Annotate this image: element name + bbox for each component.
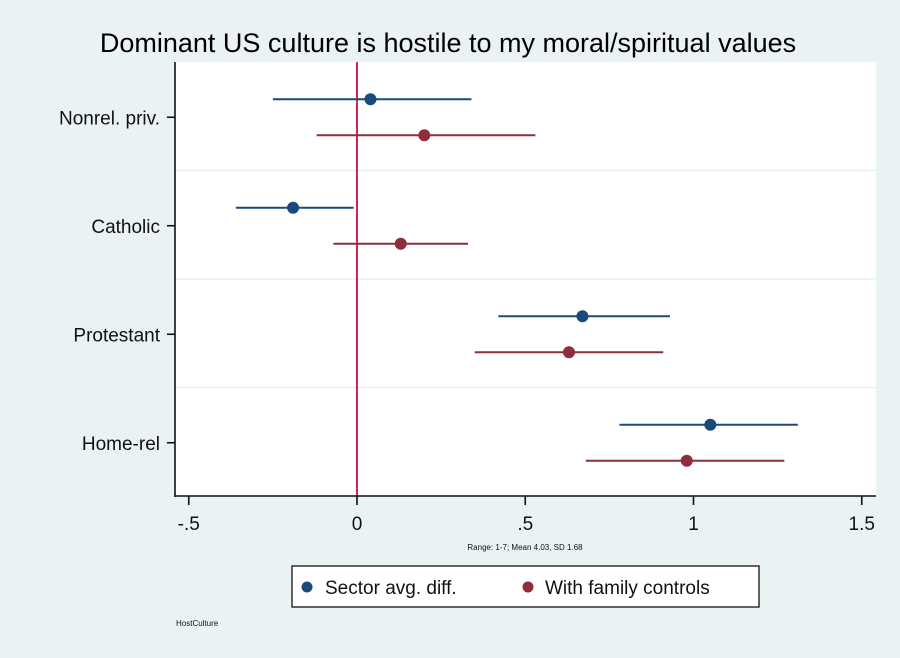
legend-label-sector-avg-diff: Sector avg. diff. (325, 578, 457, 599)
legend-marker-with-family-controls (522, 581, 534, 593)
source-label: HostCulture (176, 619, 219, 628)
point-estimate-marker (364, 93, 377, 106)
x-tick-label: -.5 (178, 514, 200, 535)
chart-title: Dominant US culture is hostile to my mor… (100, 28, 796, 58)
x-tick-label: 1.5 (849, 514, 875, 535)
x-tick-label: 1 (688, 514, 699, 535)
legend: Sector avg. diff. With family controls (291, 565, 760, 608)
chart-note: Range: 1-7; Mean 4.03, SD 1.68 (467, 543, 583, 552)
y-tick-label: Home-rel (82, 434, 160, 455)
point-estimate-marker (562, 346, 575, 359)
point-estimate-marker (704, 418, 717, 431)
y-tick-label: Nonrel. priv. (59, 108, 160, 129)
point-estimate-marker (287, 201, 300, 214)
x-tick-label: 0 (352, 514, 363, 535)
legend-marker-sector-avg-diff (301, 581, 313, 593)
point-estimate-marker (394, 237, 407, 250)
point-estimate-marker (680, 454, 693, 467)
series-sector-avg-diff (235, 93, 798, 431)
point-estimate-marker (418, 129, 431, 142)
series-with-family-controls (316, 129, 785, 467)
x-tick-label: .5 (517, 514, 533, 535)
y-tick-label: Protestant (73, 325, 160, 346)
y-tick-label: Catholic (91, 217, 160, 238)
legend-label-with-family-controls: With family controls (545, 578, 710, 599)
point-estimate-marker (576, 310, 589, 323)
